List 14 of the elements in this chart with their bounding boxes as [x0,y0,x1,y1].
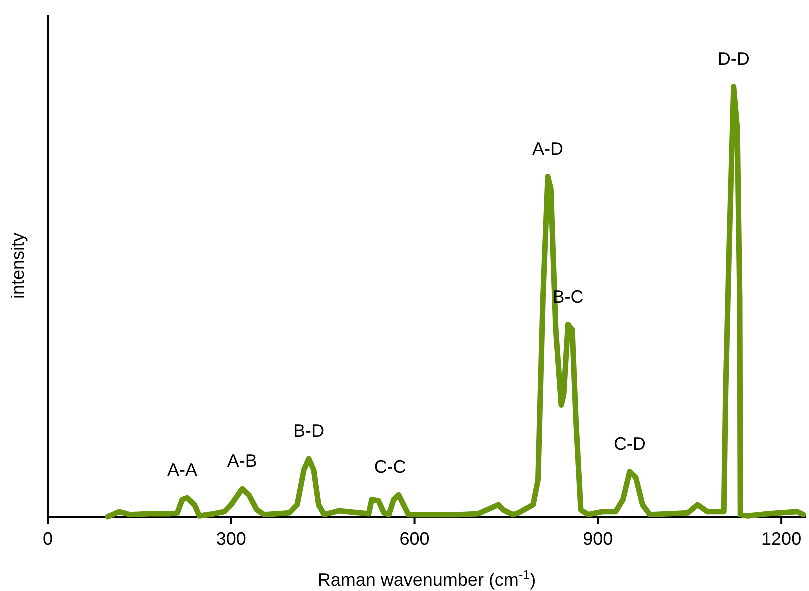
annotation: A-B [227,451,258,472]
x-tick-label: 1200 [762,529,802,549]
x-axis-title: Raman wavenumber (cm$^{-1}$) [318,568,536,590]
x-tick-label: 900 [583,529,614,549]
x-tick-label: 600 [400,529,430,549]
x-tick-label: 300 [216,529,246,549]
x-tick-label: 0 [42,529,54,549]
annotation: C-D [614,434,646,454]
annotation: C-C [374,457,406,478]
annotation: B-D [294,420,325,441]
annotation: A-D [532,138,564,159]
y-axis-title: intensity [8,232,28,300]
annotation: D-D [718,49,750,69]
annotation: A-A [167,460,198,480]
